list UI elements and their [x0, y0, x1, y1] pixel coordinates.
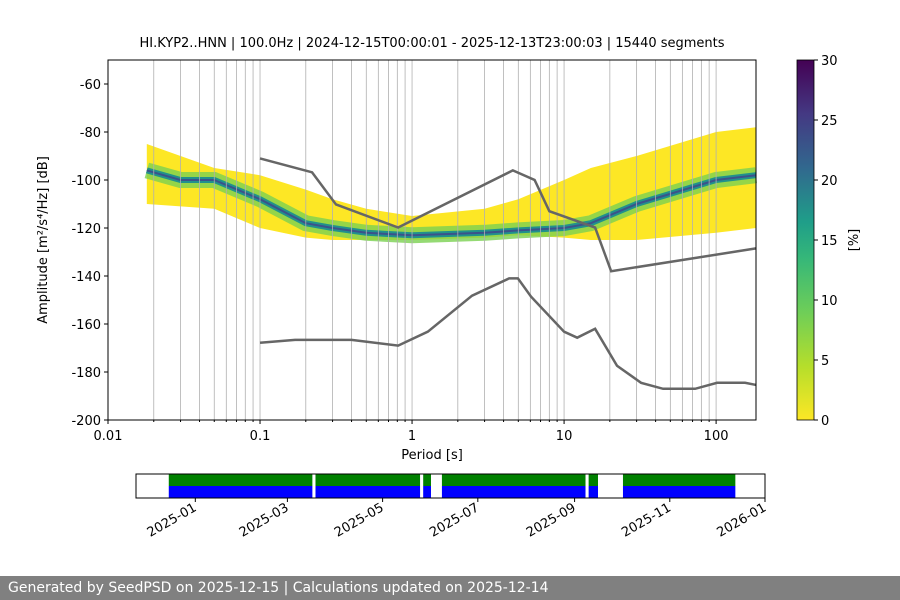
colorbar-tick-label: 30: [821, 54, 838, 69]
chart-title: HI.KYP2..HNN | 100.0Hz | 2024-12-15T00:0…: [139, 36, 724, 51]
timeline-frame: [135, 473, 766, 499]
colorbar: [796, 59, 815, 421]
coverage-upper: [423, 474, 431, 486]
y-tick-label: -200: [71, 414, 101, 429]
coverage-lower: [423, 486, 431, 498]
coverage-lower: [622, 486, 736, 498]
timeline-tick-label: 2025-09: [524, 500, 579, 540]
footer: Generated by SeedPSD on 2025-12-15 | Cal…: [0, 576, 900, 600]
plot-frame: [107, 59, 757, 421]
y-tick-label: -80: [80, 126, 101, 141]
y-tick-label: -140: [71, 270, 101, 285]
colorbar-tick-label: 25: [821, 114, 838, 129]
colorbar-tick-label: 5: [821, 354, 829, 369]
noise-model-line: [259, 157, 757, 273]
y-tick-label: -120: [71, 222, 101, 237]
colorbar-tick-label: 20: [821, 174, 838, 189]
x-tick-label: 1: [408, 429, 416, 444]
colorbar-tick-label: 0: [821, 414, 829, 429]
x-axis-label: Period [s]: [401, 448, 463, 463]
colorbar-tick-label: 15: [821, 234, 838, 249]
y-tick-label: -60: [80, 78, 101, 93]
coverage-upper: [441, 474, 586, 486]
y-tick-label: -160: [71, 318, 101, 333]
timeline-tick-label: 2026-01: [714, 500, 769, 540]
chart: HI.KYP2..HNN | 100.0Hz | 2024-12-15T00:0…: [36, 36, 862, 541]
timeline-tick-label: 2025-03: [237, 500, 292, 540]
noise-model-line: [259, 277, 757, 391]
x-tick-label: 100: [704, 429, 729, 444]
coverage-upper: [622, 474, 736, 486]
coverage-lower: [168, 486, 313, 498]
x-tick-label: 10: [556, 429, 573, 444]
y-tick-label: -180: [71, 366, 101, 381]
colorbar-tick-label: 10: [821, 294, 838, 309]
coverage-lower: [588, 486, 598, 498]
coverage-lower: [441, 486, 586, 498]
y-axis-label: Amplitude [m²/s⁴/Hz] [dB]: [36, 156, 51, 324]
timeline-tick-label: 2025-01: [145, 500, 200, 540]
colorbar-label: [%]: [847, 229, 862, 252]
timeline-tick-label: 2025-11: [619, 500, 674, 540]
coverage-upper: [315, 474, 421, 486]
coverage-lower: [315, 486, 421, 498]
timeline-tick-label: 2025-05: [332, 500, 387, 540]
x-tick-label: 0.1: [250, 429, 271, 444]
coverage-upper: [588, 474, 598, 486]
coverage-upper: [168, 474, 313, 486]
y-tick-label: -100: [71, 174, 101, 189]
timeline-tick-label: 2025-07: [427, 500, 482, 540]
x-tick-label: 0.01: [94, 429, 123, 444]
